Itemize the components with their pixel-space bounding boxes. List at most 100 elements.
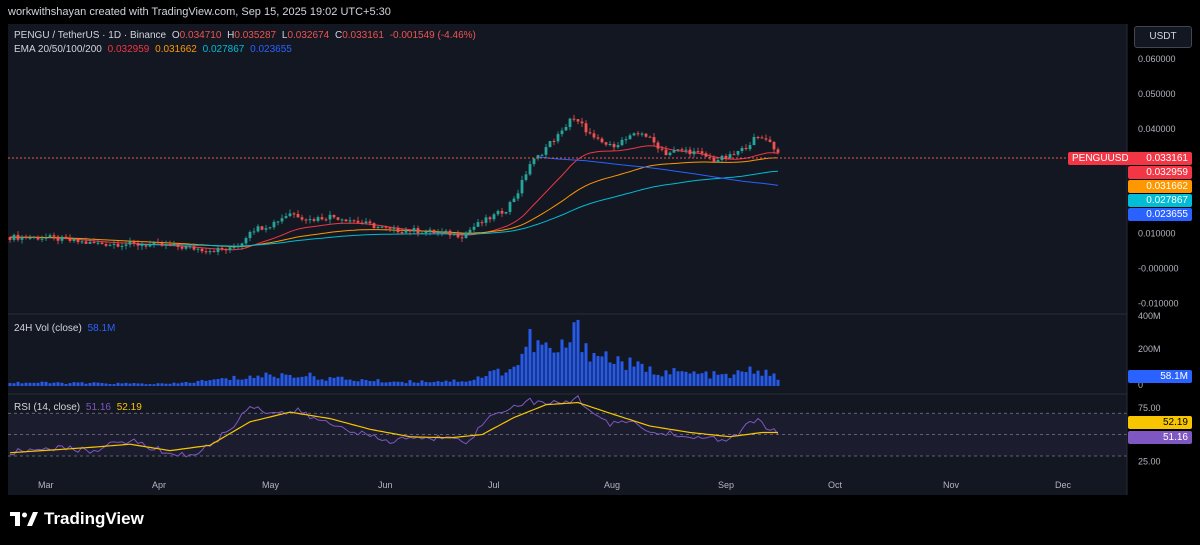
- candle-body: [292, 213, 296, 215]
- candle-body: [404, 230, 408, 233]
- chart-canvas[interactable]: 0.060000 0.050000 0.040000 0.010000 -0.00000…: [0, 24, 1200, 495]
- volume-bar: [104, 383, 108, 386]
- volume-bar: [372, 381, 376, 386]
- low-value: 0.032674: [287, 30, 330, 41]
- volume-bar: [44, 381, 48, 386]
- candle-body: [412, 228, 416, 232]
- volume-bar: [376, 379, 380, 386]
- candle-body: [20, 237, 24, 240]
- volume-bar: [748, 366, 752, 386]
- candle-body: [504, 211, 508, 214]
- candle-body: [128, 241, 132, 245]
- tradingview-logo[interactable]: TradingView: [10, 509, 144, 529]
- candle-body: [28, 237, 32, 239]
- candle-body: [176, 243, 180, 247]
- volume-bar: [528, 328, 532, 386]
- volume-bar: [124, 382, 128, 386]
- symbol-price-tag: PENGUUSDT: [1068, 152, 1136, 165]
- volume-bar: [716, 374, 720, 386]
- volume-bar: [336, 376, 340, 386]
- volume-bar: [280, 373, 284, 386]
- volume-bar: [388, 382, 392, 386]
- ema20-value: 0.032959: [107, 44, 150, 55]
- price-axis-tick: 0.010000: [1138, 229, 1176, 239]
- rsi-tag: 51.16: [1128, 431, 1192, 444]
- candle-body: [764, 138, 768, 140]
- volume-bar: [576, 319, 580, 386]
- volume-bar: [272, 376, 276, 386]
- candle-body: [372, 223, 376, 228]
- volume-bar: [64, 383, 68, 386]
- volume-bar: [356, 381, 360, 386]
- candle-body: [148, 244, 152, 247]
- candle-body: [468, 229, 472, 233]
- candle-body: [556, 134, 560, 142]
- candle-body: [84, 241, 88, 244]
- brand-name: TradingView: [44, 509, 144, 528]
- volume-bars: [8, 319, 780, 386]
- volume-legend: 24H Vol (close) 58.1M: [14, 323, 118, 334]
- candle-body: [436, 232, 440, 234]
- candle-body: [772, 141, 776, 150]
- volume-bar: [468, 380, 472, 386]
- volume-bar: [508, 369, 512, 386]
- high-label: H: [227, 30, 235, 41]
- rsi-ma-line: [9, 401, 778, 454]
- rsi-legend: RSI (14, close) 51.16 52.19: [14, 402, 145, 413]
- candle-body: [48, 235, 52, 238]
- volume-bar: [636, 361, 640, 386]
- candle-body: [560, 130, 564, 135]
- volume-bar: [680, 371, 684, 386]
- volume-bar: [212, 379, 216, 386]
- candle-body: [56, 236, 60, 241]
- candle-body: [604, 142, 608, 145]
- candle-body: [260, 226, 264, 230]
- price-axis-tick: -0.000000: [1138, 264, 1179, 274]
- volume-bar: [140, 383, 144, 386]
- volume-bar: [724, 373, 728, 386]
- candle-body: [528, 164, 532, 175]
- candle-body: [664, 149, 668, 156]
- candle-body: [736, 150, 740, 155]
- volume-bar: [108, 384, 112, 386]
- candle-body: [428, 229, 432, 232]
- candle-body: [572, 118, 576, 120]
- candle-body: [660, 148, 664, 150]
- ema200-line: [537, 156, 779, 186]
- candle-body: [340, 219, 344, 221]
- x-axis-tick: May: [262, 480, 280, 490]
- volume-bar: [720, 374, 724, 386]
- currency-button[interactable]: USDT: [1134, 26, 1192, 48]
- candle-body: [628, 135, 632, 140]
- volume-label: 24H Vol (close): [14, 323, 82, 334]
- x-axis-tick: Dec: [1055, 480, 1072, 490]
- volume-bar: [532, 352, 536, 386]
- candle-body: [744, 147, 748, 150]
- candle-body: [364, 221, 368, 224]
- rsi-ma-tag: 52.19: [1128, 416, 1192, 429]
- volume-bar: [56, 382, 60, 386]
- candle-body: [284, 216, 288, 219]
- candle-body: [460, 237, 464, 239]
- volume-bar: [588, 361, 592, 386]
- volume-bar: [764, 369, 768, 386]
- candle-body: [16, 234, 20, 240]
- volume-bar: [168, 383, 172, 386]
- candle-body: [668, 152, 672, 156]
- x-axis-tick: Jun: [378, 480, 393, 490]
- symbol-label: PENGU / TetherUS · 1D · Binance: [14, 30, 167, 41]
- volume-bar: [188, 382, 192, 386]
- volume-bar: [416, 382, 420, 386]
- candle-body: [104, 244, 108, 246]
- volume-bar: [184, 381, 188, 386]
- candle-body: [636, 133, 640, 135]
- volume-bar: [732, 374, 736, 386]
- volume-bar: [472, 379, 476, 386]
- volume-value: 58.1M: [87, 323, 116, 334]
- volume-bar: [632, 366, 636, 386]
- volume-bar: [708, 378, 712, 386]
- candle-body: [676, 149, 680, 151]
- change-value: -0.001549 (-4.46%): [389, 30, 476, 41]
- candle-body: [580, 121, 584, 124]
- candle-body: [448, 230, 452, 236]
